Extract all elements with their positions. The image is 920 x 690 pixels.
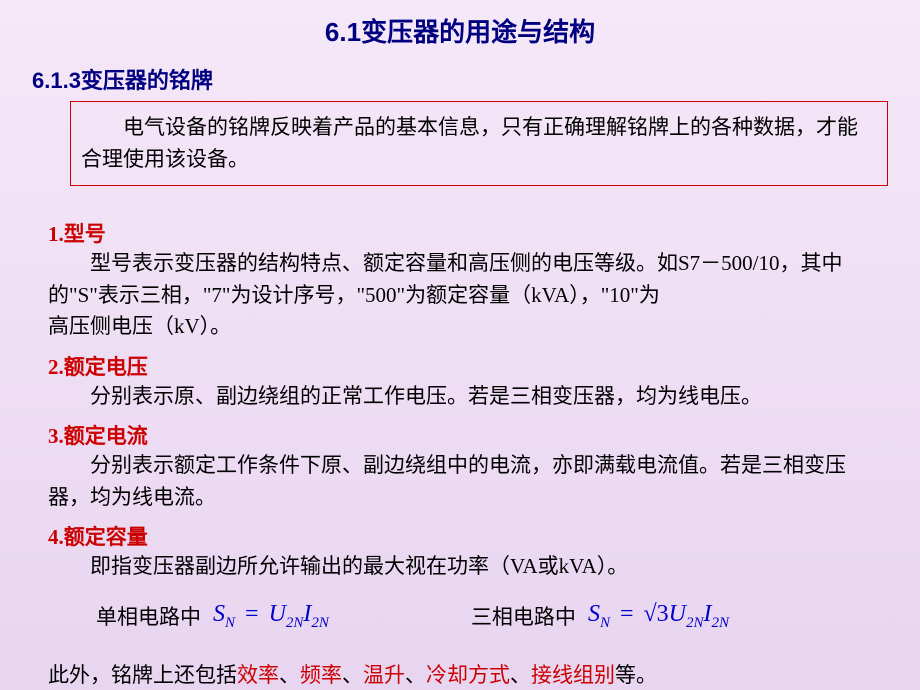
section-4-text: 即指变压器副边所允许输出的最大视在功率（VA或kVA）。 xyxy=(48,551,872,583)
section-3-text: 分别表示额定工作条件下原、副边绕组中的电流，亦即满载电流值。若是三相变压器，均为… xyxy=(48,450,872,513)
final-line: 此外，铭牌上还包括效率、频率、温升、冷却方式、接线组别等。 xyxy=(48,659,872,689)
content-area: 1.型号 型号表示变压器的结构特点、额定容量和高压侧的电压等级。如S7－500/… xyxy=(0,186,920,689)
final-w2: 频率 xyxy=(300,663,342,687)
intro-box: 电气设备的铭牌反映着产品的基本信息，只有正确理解铭牌上的各种数据，才能合理使用该… xyxy=(70,101,888,186)
section-1-text: 型号表示变压器的结构特点、额定容量和高压侧的电压等级。如S7－500/10，其中… xyxy=(48,248,872,311)
final-w1: 效率 xyxy=(237,663,279,687)
final-w5: 接线组别 xyxy=(531,663,615,687)
final-suffix: 等。 xyxy=(615,663,657,687)
final-w4: 冷却方式 xyxy=(426,663,510,687)
formula-label-1: 单相电路中 xyxy=(96,601,201,631)
intro-text: 电气设备的铭牌反映着产品的基本信息，只有正确理解铭牌上的各种数据，才能合理使用该… xyxy=(81,112,873,175)
formula-label-2: 三相电路中 xyxy=(471,601,576,631)
section-3-title: 3.额定电流 xyxy=(48,420,872,450)
section-1-text2: 高压侧电压（kV）。 xyxy=(48,311,872,343)
section-2-text: 分别表示原、副边绕组的正常工作电压。若是三相变压器，均为线电压。 xyxy=(48,381,872,413)
formula-2: SN = √3U2NI2N xyxy=(588,601,729,632)
main-title: 6.1变压器的用途与结构 xyxy=(0,0,920,49)
section-4-title: 4.额定容量 xyxy=(48,521,872,551)
formula-1: SN = U2NI2N xyxy=(213,601,329,632)
sub-title: 6.1.3变压器的铭牌 xyxy=(0,49,920,95)
final-prefix: 此外，铭牌上还包括 xyxy=(48,663,237,687)
section-1-title: 1.型号 xyxy=(48,218,872,248)
final-w3: 温升 xyxy=(363,663,405,687)
formula-row: 单相电路中 SN = U2NI2N 三相电路中 SN = √3U2NI2N xyxy=(48,601,872,632)
section-2-title: 2.额定电压 xyxy=(48,351,872,381)
